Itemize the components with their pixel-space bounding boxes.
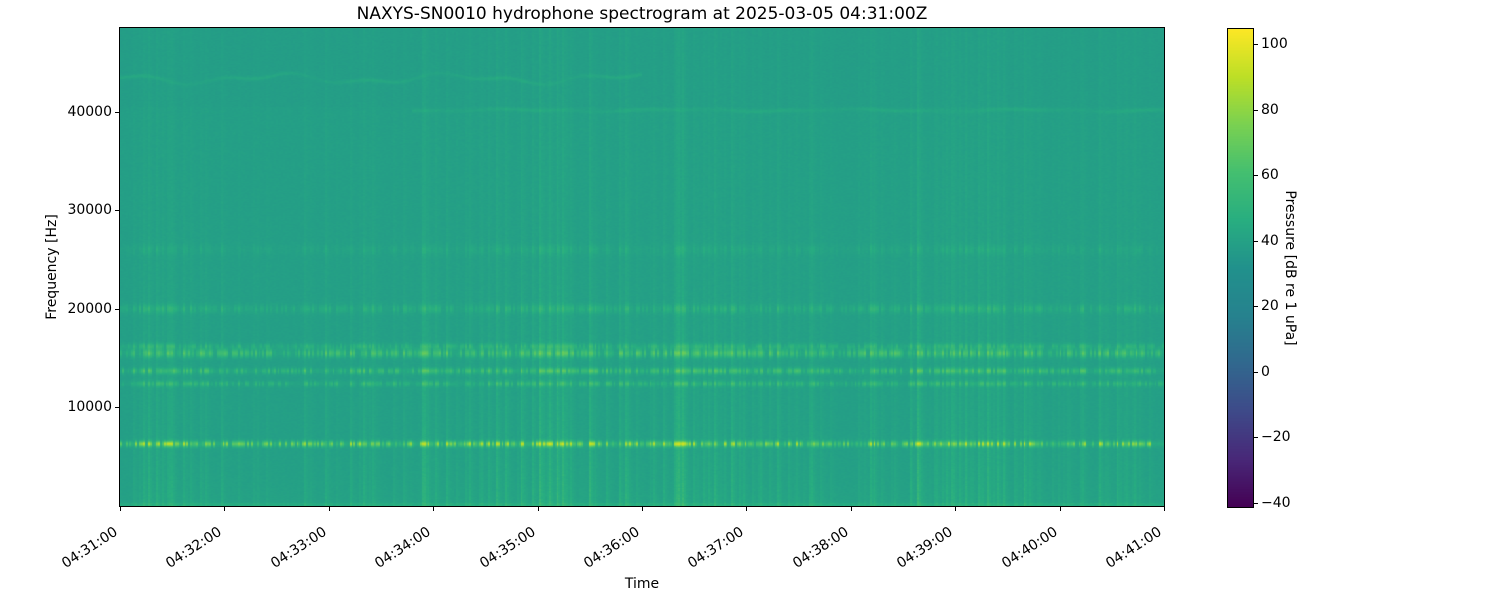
y-tick-mark	[115, 112, 119, 113]
x-tick-mark	[538, 507, 539, 511]
spectrogram-image	[120, 28, 1164, 506]
colorbar-label: Pressure [dB re 1 uPa]	[1282, 190, 1298, 346]
x-tick-mark	[433, 507, 434, 511]
x-tick-label: 04:32:00	[163, 524, 225, 572]
y-tick-label: 10000	[67, 399, 112, 415]
colorbar-tick-label: 80	[1261, 102, 1279, 118]
y-tick-mark	[115, 407, 119, 408]
y-tick-label: 20000	[67, 301, 112, 317]
x-tick-mark	[329, 507, 330, 511]
x-axis-label: Time	[624, 576, 660, 592]
x-tick-label: 04:31:00	[59, 524, 121, 572]
colorbar-tick-mark	[1254, 503, 1258, 504]
x-tick-label: 04:40:00	[999, 524, 1061, 572]
colorbar-tick-mark	[1254, 175, 1258, 176]
x-tick-mark	[955, 507, 956, 511]
colorbar-tick-label: 40	[1261, 233, 1279, 249]
colorbar-tick-mark	[1254, 110, 1258, 111]
x-tick-mark	[120, 507, 121, 511]
chart-title: NAXYS-SN0010 hydrophone spectrogram at 2…	[356, 4, 928, 24]
x-tick-label: 04:38:00	[790, 524, 852, 572]
colorbar-tick-label: 60	[1261, 167, 1279, 183]
colorbar-tick-mark	[1254, 306, 1258, 307]
plot-area	[119, 27, 1165, 507]
x-tick-mark	[1164, 507, 1165, 511]
x-tick-label: 04:34:00	[372, 524, 434, 572]
y-tick-label: 40000	[67, 104, 112, 120]
colorbar	[1227, 28, 1254, 508]
y-tick-label: 30000	[67, 202, 112, 218]
x-tick-label: 04:35:00	[477, 524, 539, 572]
x-tick-mark	[851, 507, 852, 511]
colorbar-tick-label: −20	[1261, 429, 1291, 445]
y-tick-mark	[115, 210, 119, 211]
y-axis-label: Frequency [Hz]	[44, 214, 60, 320]
x-tick-label: 04:39:00	[894, 524, 956, 572]
colorbar-tick-mark	[1254, 241, 1258, 242]
x-tick-mark	[746, 507, 747, 511]
colorbar-tick-mark	[1254, 437, 1258, 438]
x-tick-mark	[224, 507, 225, 511]
colorbar-tick-mark	[1254, 372, 1258, 373]
x-tick-label: 04:36:00	[581, 524, 643, 572]
colorbar-tick-label: 100	[1261, 36, 1288, 52]
x-tick-mark	[642, 507, 643, 511]
x-tick-mark	[1060, 507, 1061, 511]
y-tick-mark	[115, 309, 119, 310]
colorbar-tick-label: 0	[1261, 364, 1270, 380]
x-tick-label: 04:37:00	[685, 524, 747, 572]
colorbar-tick-mark	[1254, 44, 1258, 45]
x-tick-label: 04:41:00	[1103, 524, 1165, 572]
colorbar-gradient	[1228, 29, 1253, 507]
colorbar-tick-label: 20	[1261, 298, 1279, 314]
x-tick-label: 04:33:00	[268, 524, 330, 572]
colorbar-tick-label: −40	[1261, 495, 1291, 511]
